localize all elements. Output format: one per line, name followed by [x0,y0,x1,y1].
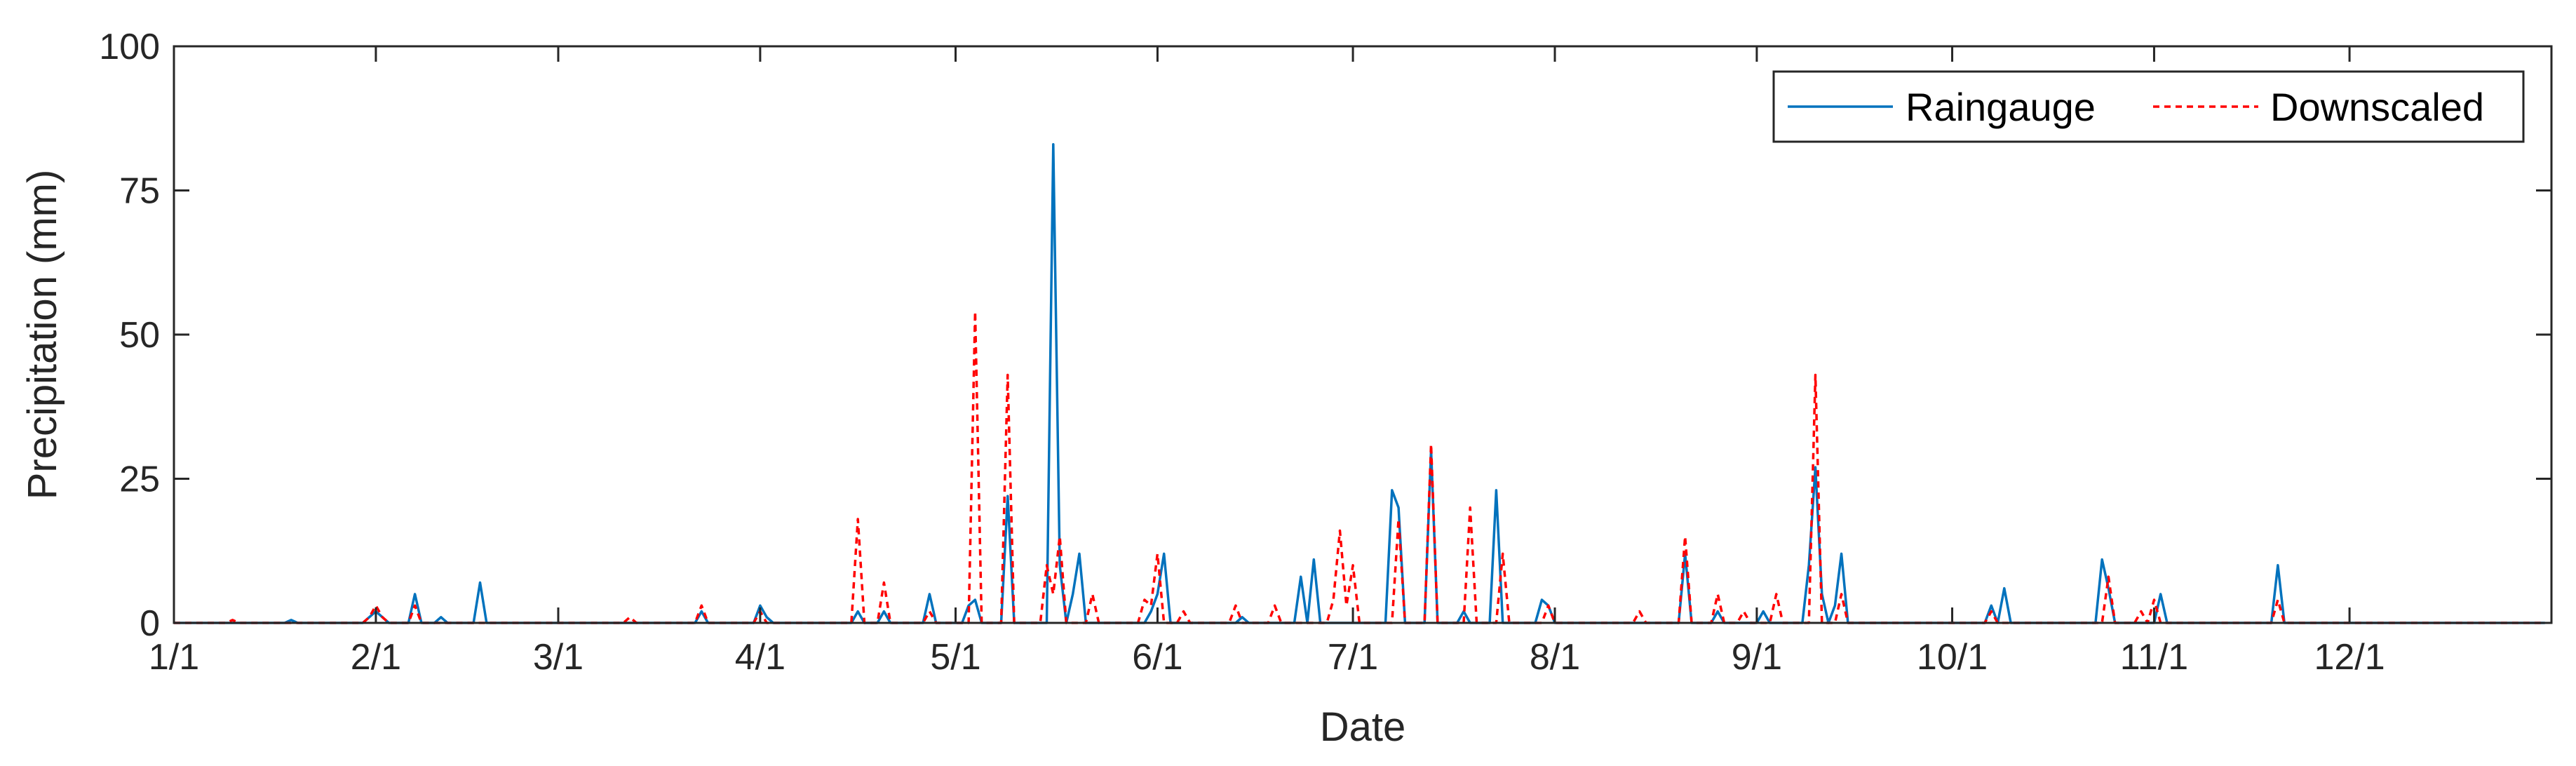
x-axis-title: Date [1320,704,1406,750]
y-tick-label: 25 [119,459,160,500]
x-tick-label: 5/1 [930,637,980,678]
y-tick-label: 75 [119,171,160,212]
x-tick-label: 6/1 [1132,637,1182,678]
axes-layer: 0 25 50 75 100 1/1 2/1 3/1 4/1 5/1 6/1 7/1 8/1 9/1 10/… [99,27,2553,678]
x-tick-label: 12/1 [2314,637,2385,678]
y-tick-label: 100 [99,27,160,67]
y-axis-title: Precipitation (mm) [20,170,65,500]
legend-label-raingauge: Raingauge [1906,85,2096,129]
x-tick-label: 8/1 [1530,637,1580,678]
x-tick-label: 2/1 [351,637,401,678]
x-tick-label: 7/1 [1328,637,1378,678]
y-tick-label: 50 [119,315,160,356]
legend: Raingauge Downscaled [1772,70,2525,143]
y-tick-label: 0 [140,603,160,644]
legend-box [1772,70,2525,143]
x-tick-label: 10/1 [1917,637,1988,678]
x-tick-label: 3/1 [533,637,584,678]
legend-label-downscaled: Downscaled [2270,85,2484,129]
x-tick-label: 9/1 [1732,637,1782,678]
x-tick-label: 1/1 [149,637,199,678]
x-tick-label: 11/1 [2120,637,2188,678]
x-tick-label: 4/1 [735,637,785,678]
